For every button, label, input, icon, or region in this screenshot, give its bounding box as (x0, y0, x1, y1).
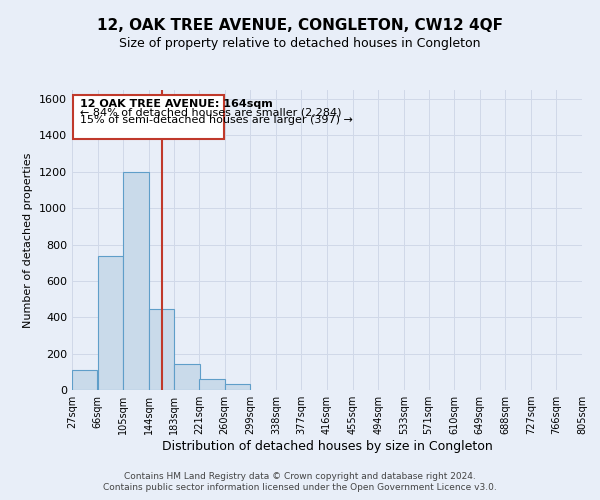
Text: Contains HM Land Registry data © Crown copyright and database right 2024.: Contains HM Land Registry data © Crown c… (124, 472, 476, 481)
Text: Size of property relative to detached houses in Congleton: Size of property relative to detached ho… (119, 38, 481, 51)
Text: 12, OAK TREE AVENUE, CONGLETON, CW12 4QF: 12, OAK TREE AVENUE, CONGLETON, CW12 4QF (97, 18, 503, 32)
Y-axis label: Number of detached properties: Number of detached properties (23, 152, 34, 328)
Bar (98, 256, 123, 390)
Bar (199, 378, 224, 390)
Text: 12 OAK TREE AVENUE: 164sqm: 12 OAK TREE AVENUE: 164sqm (80, 99, 272, 109)
Text: Contains public sector information licensed under the Open Government Licence v3: Contains public sector information licen… (103, 484, 497, 492)
Bar (72, 370, 97, 390)
X-axis label: Distribution of detached houses by size in Congleton: Distribution of detached houses by size … (161, 440, 493, 453)
Text: ← 84% of detached houses are smaller (2,284): ← 84% of detached houses are smaller (2,… (80, 108, 341, 118)
Text: 15% of semi-detached houses are larger (397) →: 15% of semi-detached houses are larger (… (80, 114, 353, 124)
Bar (175, 364, 200, 390)
Bar (149, 309, 174, 390)
Bar (123, 172, 149, 390)
Bar (225, 384, 250, 390)
FancyBboxPatch shape (73, 96, 224, 139)
